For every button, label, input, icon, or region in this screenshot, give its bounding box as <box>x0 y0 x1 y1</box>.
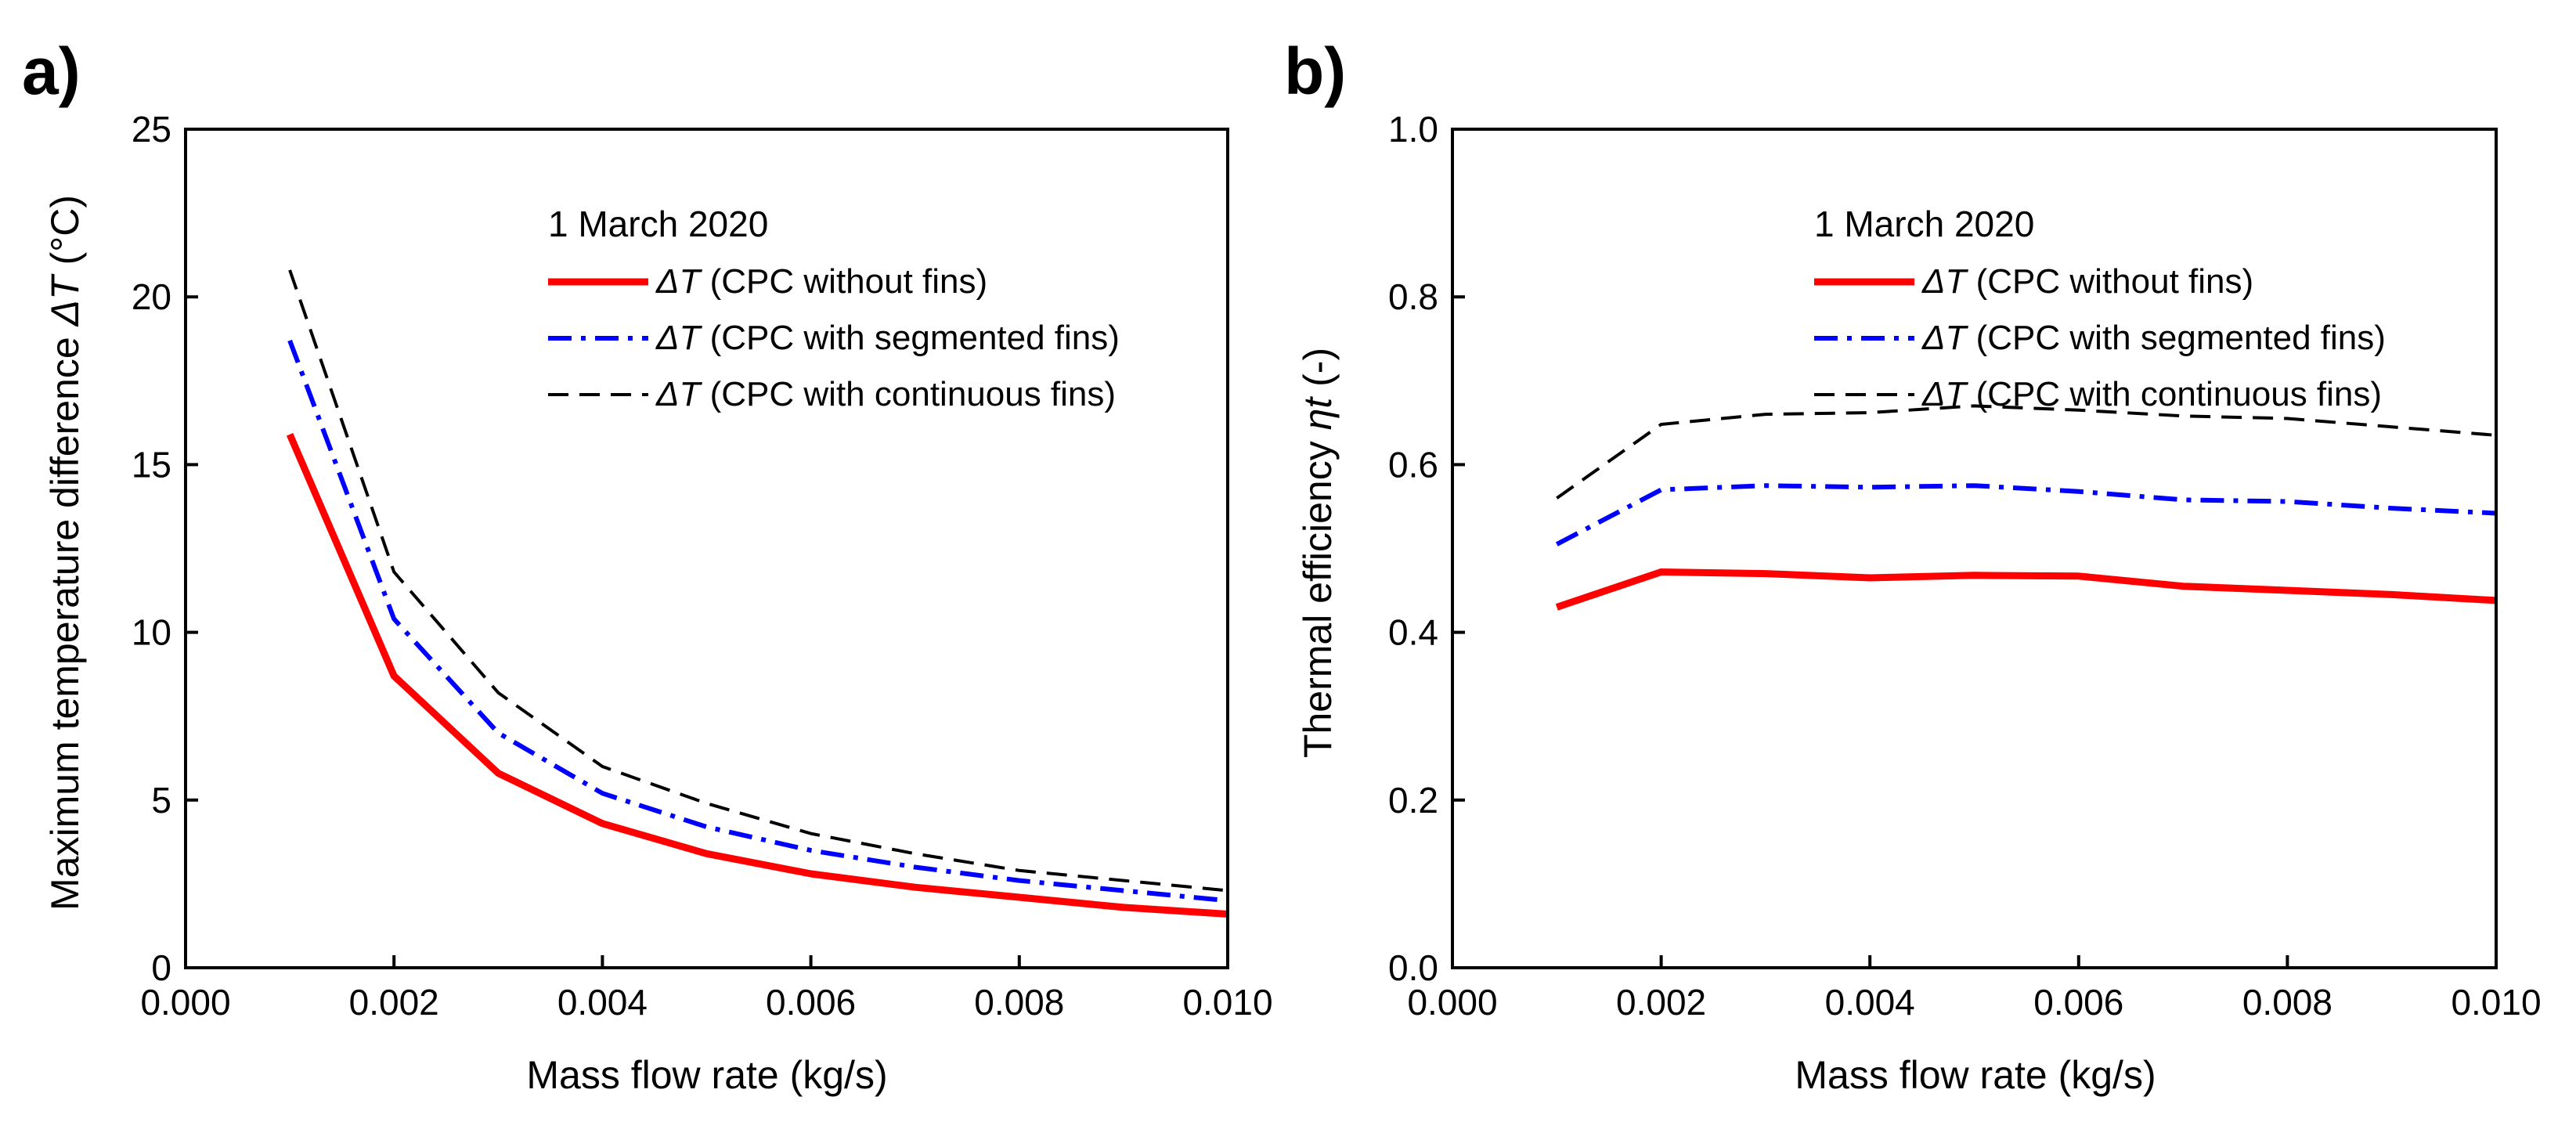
x-axis-title: Mass flow rate (kg/s) <box>526 1053 887 1097</box>
chart-panel-b: b) 0.000 0.002 0.004 0.006 0.008 0.0100.00.20… <box>1284 34 2542 1097</box>
x-tick-label: 0.000 <box>140 982 230 1023</box>
plot-area-border <box>1451 128 2498 969</box>
y-axis-title-suffix: (°C) <box>43 195 87 276</box>
series-line-2 <box>1555 483 2497 547</box>
y-tick-label: 0.6 <box>1388 444 1438 485</box>
axis-ticks: 0.000 0.002 0.004 0.006 0.008 0.010 0.0 0.2 0.4 0… <box>1388 109 2542 1023</box>
legend-label: ΔT (CPC with continuous fins) <box>1921 375 2382 413</box>
x-tick-label: 0.006 <box>2033 982 2123 1023</box>
legend-title: 1 March 2020 <box>548 204 768 244</box>
y-axis-title-prefix: Maximum temperature difference <box>43 326 87 911</box>
y-tick-label: 1.0 <box>1388 109 1438 150</box>
y-tick-label: 0.2 <box>1388 780 1438 821</box>
legend-label: ΔT (CPC with segmented fins) <box>655 319 1120 357</box>
panel-label: b) <box>1284 34 1346 108</box>
y-tick-label: 0.8 <box>1388 276 1438 317</box>
legend: 1 March 2020 ΔT (CPC without fins)ΔT (CP… <box>548 204 1120 413</box>
y-tick-label: 0.0 <box>1388 947 1438 988</box>
legend-label-symbol: ΔT <box>1921 375 1969 413</box>
plot-frame <box>1451 128 2498 969</box>
y-tick-label: 0 <box>151 947 171 988</box>
x-axis-title: Mass flow rate (kg/s) <box>1795 1053 2156 1097</box>
legend-label-text: (CPC with continuous fins) <box>1966 375 2382 413</box>
y-axis-title-symbol: ΔT <box>43 273 87 327</box>
series-line-2 <box>287 339 1228 904</box>
y-axis-title: Thermal efficiency ηt (-) <box>1296 348 1340 758</box>
y-axis-title-symbol: ηt <box>1296 396 1340 431</box>
legend-label: ΔT (CPC without fins) <box>1921 262 2253 301</box>
series-line-3 <box>1556 404 2497 500</box>
legend-label-symbol: ΔT <box>1921 262 1969 301</box>
legend-label-text: (CPC with segmented fins) <box>1966 319 2386 357</box>
y-tick-label: 25 <box>132 109 171 150</box>
legend-title: 1 March 2020 <box>1814 204 2034 244</box>
legend-label-symbol: ΔT <box>1921 319 1969 357</box>
x-tick-label: 0.008 <box>974 982 1064 1023</box>
series-line-1 <box>1555 568 2497 611</box>
series-line-3 <box>288 269 1228 893</box>
legend-label-symbol: ΔT <box>655 375 703 413</box>
series-lines <box>286 269 1228 918</box>
legend-label-text: (CPC with continuous fins) <box>700 375 1116 413</box>
legend-label-symbol: ΔT <box>655 319 703 357</box>
x-tick-label: 0.004 <box>557 982 648 1023</box>
panel-label: a) <box>22 34 81 108</box>
x-tick-label: 0.004 <box>1825 982 1915 1023</box>
legend-label: ΔT (CPC with segmented fins) <box>1921 319 2386 357</box>
series-line-1 <box>286 433 1228 918</box>
legend-label: ΔT (CPC with continuous fins) <box>655 375 1116 413</box>
legend-label-text: (CPC with segmented fins) <box>700 319 1120 357</box>
legend-label-text: (CPC without fins) <box>700 262 987 301</box>
x-tick-label: 0.010 <box>2451 982 2541 1023</box>
axis-ticks: 0.000 0.002 0.004 0.006 0.008 0.010 0 5 10 15 20 25 <box>132 109 1273 1023</box>
plot-frame <box>184 128 1229 969</box>
y-axis-title: Maximum temperature difference ΔT (°C) <box>43 195 87 911</box>
y-tick-label: 10 <box>132 612 171 653</box>
x-tick-label: 0.008 <box>2242 982 2332 1023</box>
x-tick-label: 0.002 <box>1616 982 1706 1023</box>
legend-label: ΔT (CPC without fins) <box>655 262 987 301</box>
y-axis-title-suffix: (-) <box>1296 348 1340 398</box>
x-tick-label: 0.002 <box>349 982 439 1023</box>
plot-area-border <box>184 128 1229 969</box>
x-tick-label: 0.000 <box>1407 982 1497 1023</box>
x-tick-label: 0.010 <box>1182 982 1272 1023</box>
x-tick-label: 0.006 <box>766 982 856 1023</box>
y-tick-label: 15 <box>132 444 171 485</box>
legend-label-symbol: ΔT <box>655 262 703 301</box>
series-lines <box>1555 404 2497 611</box>
y-tick-label: 5 <box>151 780 171 821</box>
y-tick-label: 0.4 <box>1388 612 1438 653</box>
chart-panel-a: a) 0.000 0.002 0.004 0.006 0.008 0.010 0 5 10 15 2… <box>22 34 1273 1097</box>
y-axis-title-prefix: Thermal efficiency <box>1296 430 1340 758</box>
y-tick-label: 20 <box>132 276 171 317</box>
legend-label-text: (CPC without fins) <box>1966 262 2253 301</box>
legend: 1 March 2020 ΔT (CPC without fins)ΔT (CP… <box>1814 204 2386 413</box>
